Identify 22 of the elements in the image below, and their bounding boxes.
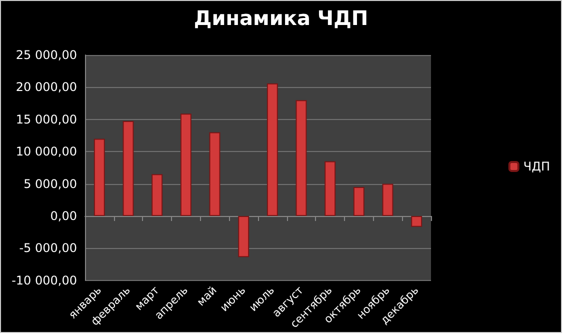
bar (382, 184, 394, 216)
bar (238, 216, 250, 258)
legend-label: ЧДП (523, 160, 550, 174)
bar (296, 100, 307, 216)
y-tick-label: 10 000,00 (16, 144, 77, 159)
chart-title: Динамика ЧДП (194, 6, 368, 30)
y-tick-label: -5 000,00 (19, 241, 77, 256)
bar (152, 174, 163, 216)
bar (353, 186, 364, 216)
y-tick-label: 5 000,00 (24, 176, 77, 191)
bar (324, 161, 336, 216)
y-tick-label: 25 000,00 (16, 48, 77, 62)
y-tick-label: 20 000,00 (16, 80, 77, 94)
y-tick-label: 15 000,00 (16, 112, 77, 126)
bar (94, 138, 105, 216)
bar (411, 216, 422, 227)
y-tick-label: -10 000,00 (12, 273, 77, 288)
bar (122, 120, 134, 216)
bar (209, 132, 220, 216)
bar (180, 114, 192, 216)
y-tick-label: 0,00 (50, 208, 77, 223)
bar (266, 83, 278, 216)
